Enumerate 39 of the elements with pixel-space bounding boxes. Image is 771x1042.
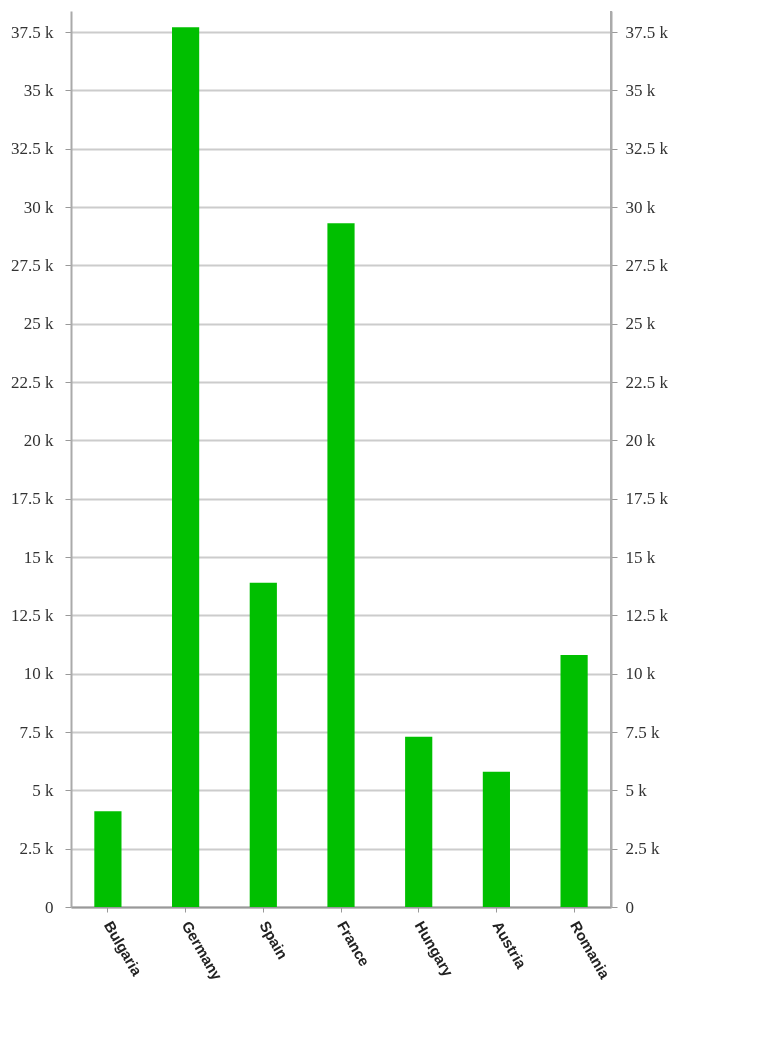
y2-tick-label: 12.5 k — [625, 605, 669, 625]
y2-tick-label: 7.5 k — [625, 722, 660, 742]
bar — [405, 736, 433, 907]
y-tick-label: 27.5 k — [11, 255, 54, 275]
bar — [327, 223, 355, 907]
y-tick-label: 0 — [45, 897, 54, 917]
y-tick-label: 32.5 k — [11, 139, 54, 159]
y2-tick-label: 27.5 k — [625, 255, 669, 275]
y2-tick-label: 15 k — [625, 547, 656, 567]
y-tick-label: 10 k — [23, 664, 54, 684]
y2-tick-label: 25 k — [625, 314, 656, 334]
y-tick-label: 25 k — [23, 314, 54, 334]
y-tick-label: 35 k — [23, 80, 54, 100]
y2-tick-label: 17.5 k — [625, 489, 669, 509]
bar — [560, 655, 588, 907]
y2-tick-label: 35 k — [625, 80, 656, 100]
y-tick-label: 7.5 k — [19, 722, 54, 742]
y-tick-label: 17.5 k — [11, 489, 54, 509]
y-tick-label: 15 k — [23, 547, 54, 567]
y2-tick-label: 0 — [625, 897, 634, 917]
bar — [482, 771, 510, 907]
y-tick-label: 30 k — [23, 197, 54, 217]
y2-tick-label: 37.5 k — [625, 22, 669, 42]
y2-tick-label: 30 k — [625, 197, 656, 217]
y2-tick-label: 2.5 k — [625, 839, 660, 859]
bar — [172, 27, 200, 907]
y2-tick-label: 22.5 k — [625, 372, 669, 392]
y2-tick-label: 20 k — [625, 430, 656, 450]
bar — [94, 811, 122, 907]
bar — [249, 582, 277, 907]
y-tick-label: 2.5 k — [19, 839, 54, 859]
y-tick-label: 5 k — [32, 780, 54, 800]
y2-tick-label: 5 k — [625, 780, 648, 800]
y-tick-label: 22.5 k — [11, 372, 54, 392]
y2-tick-label: 10 k — [625, 664, 656, 684]
y-tick-label: 20 k — [23, 430, 54, 450]
y2-tick-label: 32.5 k — [625, 139, 669, 159]
y-tick-label: 12.5 k — [11, 605, 54, 625]
y-tick-label: 37.5 k — [11, 22, 54, 42]
